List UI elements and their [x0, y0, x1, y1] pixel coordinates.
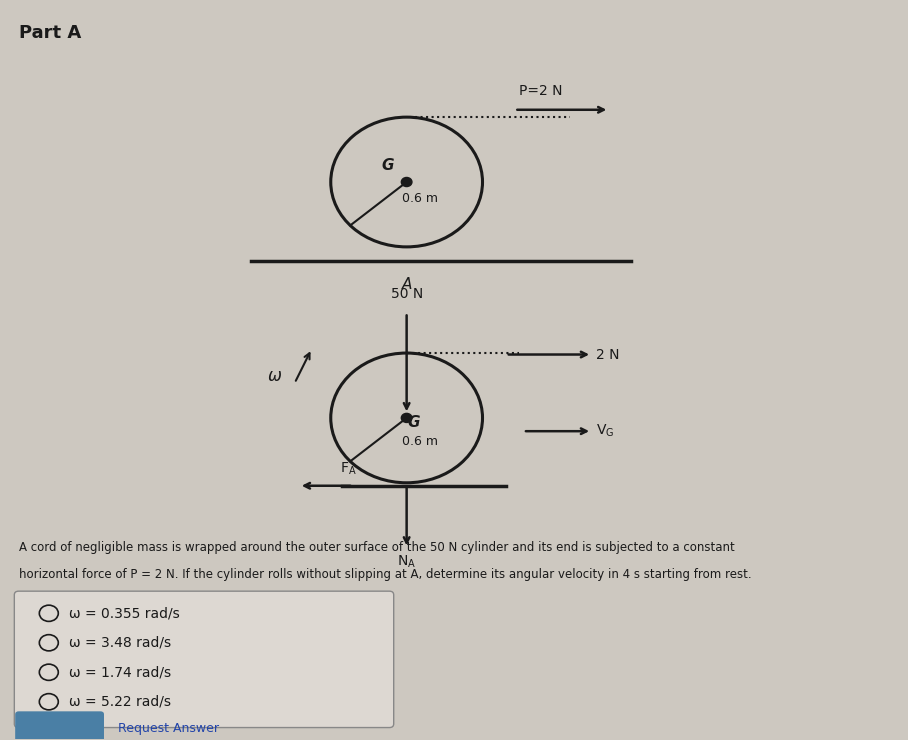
- Text: G: G: [408, 415, 419, 430]
- Text: Part A: Part A: [19, 24, 81, 41]
- Text: 50 N: 50 N: [390, 287, 423, 301]
- Text: P=2 N: P=2 N: [518, 84, 562, 98]
- Text: 2 N: 2 N: [597, 348, 620, 362]
- Text: Submit: Submit: [35, 722, 84, 735]
- Text: Request Answer: Request Answer: [118, 722, 219, 735]
- Text: ω = 3.48 rad/s: ω = 3.48 rad/s: [69, 636, 171, 650]
- Text: ω = 0.355 rad/s: ω = 0.355 rad/s: [69, 606, 180, 620]
- Text: A cord of negligible mass is wrapped around the outer surface of the 50 N cylind: A cord of negligible mass is wrapped aro…: [19, 541, 735, 554]
- Text: $\mathregular{N_A}$: $\mathregular{N_A}$: [397, 554, 416, 570]
- Text: horizontal force of P = 2 N. If the cylinder rolls without slipping at A, determ: horizontal force of P = 2 N. If the cyli…: [19, 568, 751, 582]
- Text: Neglect the thickness of the cord.: Neglect the thickness of the cord.: [19, 596, 218, 608]
- Text: G: G: [381, 158, 394, 173]
- Text: $\omega$: $\omega$: [267, 367, 282, 385]
- Text: A: A: [401, 277, 412, 292]
- Circle shape: [401, 178, 412, 186]
- Text: ω = 5.22 rad/s: ω = 5.22 rad/s: [69, 695, 171, 709]
- Circle shape: [401, 414, 412, 423]
- Text: 0.6 m: 0.6 m: [402, 435, 439, 448]
- Text: ω = 1.74 rad/s: ω = 1.74 rad/s: [69, 665, 171, 679]
- FancyBboxPatch shape: [15, 591, 394, 727]
- Text: $\mathregular{V_G}$: $\mathregular{V_G}$: [597, 423, 615, 440]
- Text: $\mathregular{F_A}$: $\mathregular{F_A}$: [340, 460, 357, 477]
- Text: 0.6 m: 0.6 m: [402, 192, 439, 205]
- FancyBboxPatch shape: [15, 711, 104, 740]
